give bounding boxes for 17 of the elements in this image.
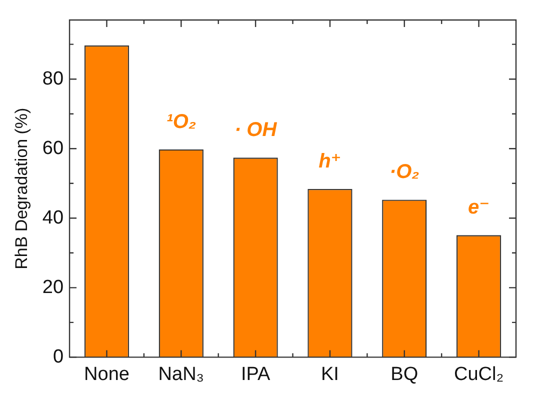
y-tick-label: 0 (52, 346, 64, 368)
x-tick-label: CuCl₂ (454, 364, 504, 385)
annotation: e⁻ (468, 196, 490, 219)
annotation: · OH (234, 119, 278, 142)
x-tick-label: IPA (240, 364, 270, 385)
y-axis-title: RhB Degradation (%) (12, 108, 31, 270)
x-tick-label: KI (320, 364, 339, 385)
y-tick-label: 20 (42, 276, 64, 298)
y-tick-label: 60 (42, 138, 64, 159)
annotation: ·O₂ (389, 161, 420, 184)
annotation: h⁺ (318, 150, 342, 172)
x-tick-label: BQ (390, 364, 418, 385)
y-tick-label: 40 (42, 207, 64, 228)
y-tick-label: 80 (42, 68, 64, 90)
annotation: ¹O₂ (166, 110, 196, 133)
x-tick-label: NaN₃ (158, 364, 204, 385)
x-tick-label: None (84, 364, 130, 385)
